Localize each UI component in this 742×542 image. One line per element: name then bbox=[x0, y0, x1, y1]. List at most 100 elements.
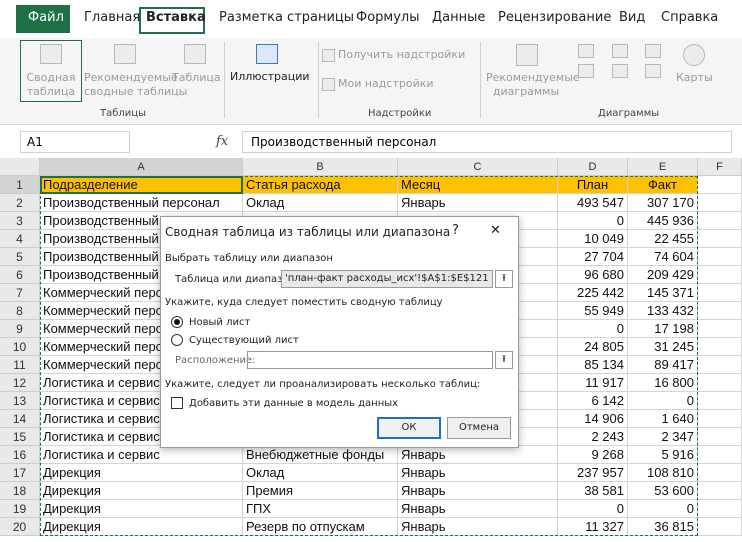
cell: 209 429 bbox=[628, 266, 698, 284]
checkbox[interactable] bbox=[171, 397, 183, 409]
separator bbox=[318, 42, 319, 118]
tab[interactable]: Формулы bbox=[356, 10, 420, 25]
empty-cell bbox=[698, 194, 742, 212]
cell: 17 198 bbox=[628, 320, 698, 338]
label: диаграммы bbox=[492, 85, 560, 98]
cell: 145 371 bbox=[628, 284, 698, 302]
range-input[interactable]: 'план-факт расходы_исх'!$A$1:$E$121 bbox=[281, 270, 493, 288]
help-button[interactable]: ? bbox=[452, 223, 459, 238]
ribbon-button[interactable]: Рекомендуемые сводные таблицы bbox=[84, 71, 188, 99]
ribbon-button[interactable]: Сводная таблица bbox=[22, 71, 80, 99]
tab[interactable]: Справка bbox=[661, 10, 719, 25]
cell: Дирекция bbox=[40, 464, 243, 482]
fx-button[interactable]: fx bbox=[216, 134, 229, 149]
empty-cell bbox=[698, 284, 742, 302]
row-header: 18 bbox=[0, 482, 40, 500]
close-button[interactable]: ✕ bbox=[490, 223, 501, 238]
location-input[interactable] bbox=[247, 351, 493, 369]
cell: 74 604 bbox=[628, 248, 698, 266]
label: сводные таблицы bbox=[84, 85, 188, 98]
tab[interactable]: Главная bbox=[84, 10, 141, 25]
row-header: 11 bbox=[0, 356, 40, 374]
cell: 11 917 bbox=[558, 374, 628, 392]
tab[interactable]: Файл bbox=[28, 10, 64, 25]
ribbon-button[interactable]: Иллюстрации bbox=[230, 70, 310, 83]
empty-cell bbox=[698, 248, 742, 266]
checkbox-label[interactable]: Добавить эти данные в модель данных bbox=[189, 398, 399, 409]
cell: 55 949 bbox=[558, 302, 628, 320]
tab[interactable]: Вид bbox=[619, 10, 646, 25]
empty-cell bbox=[698, 518, 742, 536]
empty-cell bbox=[698, 356, 742, 374]
ribbon-button[interactable]: Рекомендуемые диаграммы bbox=[486, 71, 580, 99]
empty-cell bbox=[698, 230, 742, 248]
formula-input[interactable]: Производственный персонал bbox=[242, 131, 732, 153]
cell: 14 906 bbox=[558, 410, 628, 428]
cell: 24 805 bbox=[558, 338, 628, 356]
cell: 237 957 bbox=[558, 464, 628, 482]
column-header: B bbox=[243, 158, 398, 176]
tab[interactable]: Данные bbox=[432, 10, 486, 25]
tab[interactable]: Вставка bbox=[146, 10, 206, 25]
icon bbox=[114, 44, 136, 64]
empty-cell bbox=[698, 266, 742, 284]
empty-cell bbox=[698, 428, 742, 446]
empty-cell bbox=[698, 176, 742, 194]
column-header: F bbox=[698, 158, 742, 176]
label: таблица bbox=[26, 85, 76, 98]
empty-cell bbox=[698, 338, 742, 356]
ribbon-button[interactable]: Мои надстройки bbox=[338, 77, 434, 90]
row-header: 1 bbox=[0, 176, 40, 194]
icon bbox=[578, 44, 594, 58]
icon bbox=[322, 49, 335, 62]
row-header: 14 bbox=[0, 410, 40, 428]
collapse-button[interactable]: ⭱ bbox=[495, 351, 513, 369]
column-header: A bbox=[40, 158, 243, 176]
radio-label[interactable]: Новый лист bbox=[189, 317, 251, 328]
empty-cell bbox=[698, 446, 742, 464]
section-label: Укажите, куда следует поместить сводную … bbox=[165, 297, 443, 308]
radio[interactable] bbox=[171, 316, 183, 328]
name-box[interactable]: A1 bbox=[20, 131, 130, 153]
cell: Логистика и сервис bbox=[40, 446, 243, 464]
cell: 10 049 bbox=[558, 230, 628, 248]
icon bbox=[612, 64, 628, 78]
ribbon-button[interactable]: Таблица bbox=[172, 71, 221, 84]
tab-bar bbox=[0, 0, 742, 38]
empty-cell bbox=[698, 464, 742, 482]
group-label: Таблицы bbox=[100, 108, 146, 119]
tab[interactable]: Разметка страницы bbox=[219, 10, 355, 25]
label: Сводная bbox=[26, 71, 76, 84]
cell: План bbox=[558, 176, 628, 194]
row-header: 16 bbox=[0, 446, 40, 464]
collapse-button[interactable]: ⭱ bbox=[495, 270, 513, 288]
tab[interactable]: Рецензирование bbox=[498, 10, 612, 25]
row-header: 4 bbox=[0, 230, 40, 248]
row-header: 13 bbox=[0, 392, 40, 410]
row-header: 3 bbox=[0, 212, 40, 230]
empty-cell bbox=[698, 500, 742, 518]
ok-button[interactable]: ОК bbox=[377, 417, 441, 439]
cell: 6 142 bbox=[558, 392, 628, 410]
copy-marquee bbox=[40, 176, 698, 536]
radio-label[interactable]: Существующий лист bbox=[189, 335, 299, 346]
cell: 31 245 bbox=[628, 338, 698, 356]
cell: Январь bbox=[398, 518, 558, 536]
cell: 89 417 bbox=[628, 356, 698, 374]
ribbon-button[interactable]: Карты bbox=[676, 71, 713, 84]
cell: 225 442 bbox=[558, 284, 628, 302]
row-header: 12 bbox=[0, 374, 40, 392]
separator bbox=[480, 42, 481, 118]
empty-cell bbox=[698, 212, 742, 230]
corner bbox=[0, 158, 40, 176]
section-label: Укажите, следует ли проанализировать нес… bbox=[165, 379, 481, 390]
empty-cell bbox=[698, 374, 742, 392]
cancel-button[interactable]: Отмена bbox=[447, 417, 511, 439]
row-header: 6 bbox=[0, 266, 40, 284]
row-header: 10 bbox=[0, 338, 40, 356]
cell: Январь bbox=[398, 446, 558, 464]
ribbon-button[interactable]: Получить надстройки bbox=[338, 48, 466, 61]
radio[interactable] bbox=[171, 334, 183, 346]
cell: 16 800 bbox=[628, 374, 698, 392]
icon bbox=[645, 64, 661, 78]
